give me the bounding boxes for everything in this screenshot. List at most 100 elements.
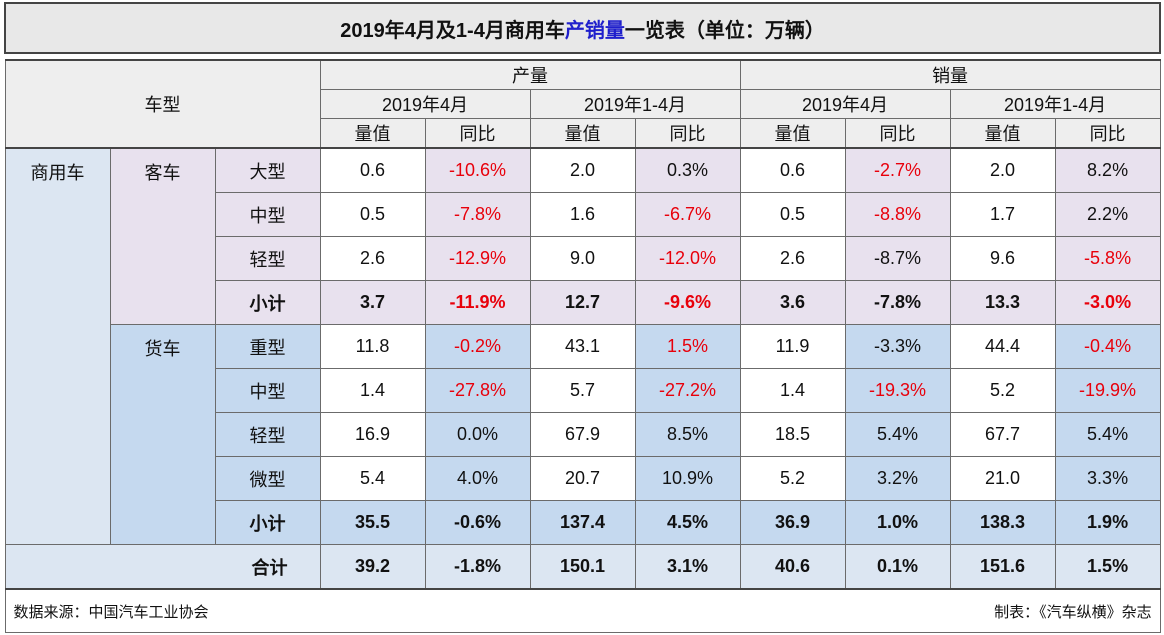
- header-production-ytd: 2019年1-4月: [529, 89, 741, 119]
- table-container: 2019年4月及1-4月商用车产销量一览表（单位：万辆） 车型 产量 销量 20…: [3, 2, 1162, 633]
- cell-yoy: -19.9%: [1054, 368, 1161, 413]
- group-truck: 货车: [109, 324, 216, 545]
- cell-yoy: -7.8%: [424, 192, 531, 237]
- title-highlight: 产销量: [564, 19, 625, 42]
- row-type: 微型: [214, 456, 321, 501]
- row-type: 大型: [214, 147, 321, 193]
- row-type: 中型: [214, 192, 321, 237]
- cell-value: 39.2: [319, 544, 426, 590]
- cell-yoy: 3.2%: [844, 456, 951, 501]
- cell-yoy: -3.0%: [1054, 280, 1161, 325]
- header-sales-month: 2019年4月: [739, 89, 951, 119]
- cell-yoy: -19.3%: [844, 368, 951, 413]
- cell-yoy: 1.0%: [844, 500, 951, 545]
- cell-value: 5.2: [739, 456, 846, 501]
- header-sales: 销量: [739, 59, 1161, 90]
- cell-value: 16.9: [319, 412, 426, 457]
- cell-value: 1.6: [529, 192, 636, 237]
- cell-value: 40.6: [739, 544, 846, 590]
- cell-yoy: -0.4%: [1054, 324, 1161, 369]
- cell-value: 150.1: [529, 544, 636, 590]
- cell-yoy: -3.3%: [844, 324, 951, 369]
- cell-value: 18.5: [739, 412, 846, 457]
- cell-yoy: -2.7%: [844, 147, 951, 193]
- commercial-vehicle-table: 2019年4月及1-4月商用车产销量一览表（单位：万辆） 车型 产量 销量 20…: [3, 2, 1162, 633]
- cell-yoy: 4.5%: [634, 500, 741, 545]
- header-value: 量值: [529, 118, 636, 149]
- cell-value: 151.6: [949, 544, 1056, 590]
- cell-yoy: 1.9%: [1054, 500, 1161, 545]
- cell-value: 9.6: [949, 236, 1056, 281]
- cell-yoy: 1.5%: [1054, 544, 1161, 590]
- header-value: 量值: [739, 118, 846, 149]
- header-yoy: 同比: [424, 118, 531, 149]
- cell-yoy: 5.4%: [1054, 412, 1161, 457]
- cell-yoy: -6.7%: [634, 192, 741, 237]
- header-production: 产量: [319, 59, 741, 90]
- cell-yoy: -5.8%: [1054, 236, 1161, 281]
- footer-source: 数据来源：中国汽车工业协会: [4, 588, 635, 633]
- cell-value: 1.7: [949, 192, 1056, 237]
- cell-value: 67.9: [529, 412, 636, 457]
- header-vehicle-type: 车型: [4, 59, 321, 149]
- cell-value: 44.4: [949, 324, 1056, 369]
- cell-yoy: -12.0%: [634, 236, 741, 281]
- cell-value: 2.6: [319, 236, 426, 281]
- cell-yoy: -8.8%: [844, 192, 951, 237]
- cell-yoy: -27.2%: [634, 368, 741, 413]
- header-yoy: 同比: [634, 118, 741, 149]
- title-part1: 2019年4月及1-4月商用车: [340, 19, 565, 42]
- row-type: 轻型: [214, 412, 321, 457]
- cell-value: 2.0: [949, 147, 1056, 193]
- cell-yoy: 3.3%: [1054, 456, 1161, 501]
- cell-value: 3.6: [739, 280, 846, 325]
- cell-value: 5.4: [319, 456, 426, 501]
- cell-value: 21.0: [949, 456, 1056, 501]
- cell-value: 0.5: [319, 192, 426, 237]
- cell-value: 11.8: [319, 324, 426, 369]
- cell-value: 137.4: [529, 500, 636, 545]
- cell-value: 2.0: [529, 147, 636, 193]
- cell-yoy: 8.5%: [634, 412, 741, 457]
- cell-yoy: -0.2%: [424, 324, 531, 369]
- cell-yoy: -10.6%: [424, 147, 531, 193]
- group-commercial: 商用车: [4, 147, 111, 545]
- cell-yoy: -0.6%: [424, 500, 531, 545]
- cell-yoy: -27.8%: [424, 368, 531, 413]
- cell-value: 12.7: [529, 280, 636, 325]
- cell-value: 0.6: [319, 147, 426, 193]
- cell-value: 1.4: [319, 368, 426, 413]
- cell-value: 1.4: [739, 368, 846, 413]
- group-bus: 客车: [109, 147, 216, 325]
- row-subtotal-label: 小计: [214, 500, 321, 545]
- header-production-month: 2019年4月: [319, 89, 531, 119]
- footer-credit: 制表：《汽车纵横》杂志: [635, 588, 1161, 633]
- cell-value: 3.7: [319, 280, 426, 325]
- cell-value: 2.6: [739, 236, 846, 281]
- header-yoy: 同比: [1054, 118, 1161, 149]
- cell-value: 0.5: [739, 192, 846, 237]
- cell-yoy: 0.3%: [634, 147, 741, 193]
- cell-yoy: 10.9%: [634, 456, 741, 501]
- table-title: 2019年4月及1-4月商用车产销量一览表（单位：万辆）: [3, 2, 1162, 54]
- cell-yoy: -7.8%: [844, 280, 951, 325]
- cell-yoy: -11.9%: [424, 280, 531, 325]
- cell-value: 20.7: [529, 456, 636, 501]
- cell-value: 13.3: [949, 280, 1056, 325]
- cell-yoy: 4.0%: [424, 456, 531, 501]
- row-total-label: 合计: [4, 544, 321, 590]
- cell-yoy: 1.5%: [634, 324, 741, 369]
- cell-yoy: 5.4%: [844, 412, 951, 457]
- header-yoy: 同比: [844, 118, 951, 149]
- cell-value: 43.1: [529, 324, 636, 369]
- header-value: 量值: [949, 118, 1056, 149]
- cell-yoy: -8.7%: [844, 236, 951, 281]
- cell-yoy: -9.6%: [634, 280, 741, 325]
- header-sales-ytd: 2019年1-4月: [949, 89, 1161, 119]
- cell-value: 11.9: [739, 324, 846, 369]
- cell-value: 35.5: [319, 500, 426, 545]
- title-part2: 一览表（单位：万辆）: [624, 19, 825, 42]
- cell-yoy: -12.9%: [424, 236, 531, 281]
- cell-yoy: 8.2%: [1054, 147, 1161, 193]
- row-type: 中型: [214, 368, 321, 413]
